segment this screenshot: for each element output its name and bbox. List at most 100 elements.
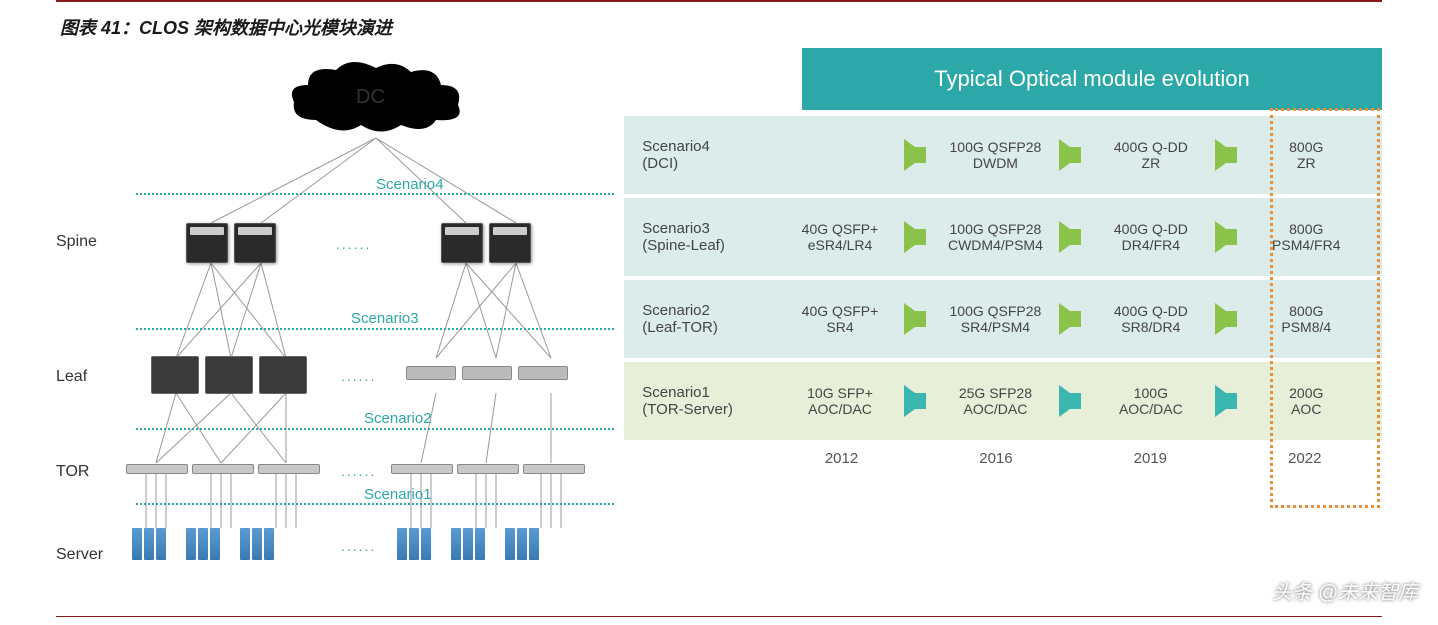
- cell-line1: 10G SFP+: [807, 385, 873, 401]
- cell-line2: ZR: [1083, 155, 1218, 171]
- cell-line2: SR4: [772, 319, 907, 335]
- arrow-icon: [1215, 385, 1237, 417]
- cell-line1: 100G QSFP28: [950, 139, 1042, 155]
- evolution-cell: 400G Q-DDSR8/DR4: [1083, 303, 1218, 335]
- arrow-icon: [1059, 385, 1081, 417]
- row-body: 40G QSFP+SR4 100G QSFP28SR4/PSM4 400G Q-DD…: [764, 280, 1382, 358]
- scenario4-label: Scenario4: [376, 176, 444, 193]
- evolution-table: Typical Optical module evolution Scenari…: [624, 48, 1382, 608]
- scenario1-label: Scenario1: [364, 486, 432, 503]
- ellipsis-4: ......: [341, 538, 376, 554]
- cell-line2: DR4/FR4: [1083, 237, 1218, 253]
- cell-line2: AOC/DAC: [772, 401, 907, 417]
- row-label-line2: (TOR-Server): [642, 401, 764, 418]
- cell-line1: 800G: [1289, 221, 1323, 237]
- row-label-line2: (Spine-Leaf): [642, 237, 764, 254]
- evolution-cell: 800GPSM8/4: [1239, 303, 1374, 335]
- year: 2016: [919, 450, 1073, 467]
- leaf-label: Leaf: [56, 368, 87, 386]
- cell-line2: AOC: [1239, 401, 1374, 417]
- row-label: Scenario1(TOR-Server): [624, 384, 764, 418]
- cell-line1: 400G Q-DD: [1114, 303, 1188, 319]
- arrow-icon: [1215, 221, 1237, 253]
- server-group-left: [131, 528, 275, 560]
- table-header: Typical Optical module evolution: [802, 48, 1382, 110]
- evolution-cell: 200GAOC: [1239, 385, 1374, 417]
- evolution-cell: 800GZR: [1239, 139, 1374, 171]
- cloud-label: DC: [356, 86, 385, 109]
- cell-line1: 25G SFP28: [959, 385, 1032, 401]
- spine-group-right: [441, 223, 531, 263]
- cell-line2: DWDM: [928, 155, 1063, 171]
- tor-group-left: [126, 464, 320, 474]
- server-group-right: [396, 528, 540, 560]
- divider-scenario4: [136, 193, 614, 195]
- row-label-line2: (DCI): [642, 155, 764, 172]
- row-body: 40G QSFP+eSR4/LR4 100G QSFP28CWDM4/PSM4 40…: [764, 198, 1382, 276]
- spine-label: Spine: [56, 233, 97, 251]
- cell-line2: ZR: [1239, 155, 1374, 171]
- server-label: Server: [56, 546, 103, 564]
- cell-line1: 400G Q-DD: [1114, 221, 1188, 237]
- evolution-cell: 400G Q-DDDR4/FR4: [1083, 221, 1218, 253]
- cell-line2: SR8/DR4: [1083, 319, 1218, 335]
- tor-group-right: [391, 464, 585, 474]
- arrow-icon: [1215, 139, 1237, 171]
- evolution-cell: 100GAOC/DAC: [1083, 385, 1218, 417]
- evolution-row: Scenario1(TOR-Server)10G SFP+AOC/DAC25G …: [624, 362, 1382, 440]
- row-label-line1: Scenario1: [642, 384, 710, 401]
- year: 2019: [1073, 450, 1227, 467]
- row-body: 100G QSFP28DWDM400G Q-DDZR800GZR: [764, 116, 1382, 194]
- title-rule: [56, 0, 1382, 2]
- row-label-line1: Scenario2: [642, 302, 710, 319]
- cell-line2: CWDM4/PSM4: [928, 237, 1063, 253]
- clos-diagram: DC Scenario4 Spine ......: [56, 48, 614, 608]
- cell-line2: eSR4/LR4: [772, 237, 907, 253]
- arrow-icon: [904, 385, 926, 417]
- cell-line1: 40G QSFP+: [802, 221, 879, 237]
- row-label-line1: Scenario4: [642, 138, 710, 155]
- row-label: Scenario4(DCI): [624, 138, 764, 172]
- arrow-icon: [1059, 139, 1081, 171]
- leaf-group-right: [406, 356, 568, 380]
- scenario3-label: Scenario3: [351, 310, 419, 327]
- arrow-icon: [1215, 303, 1237, 335]
- cell-line2: AOC/DAC: [1083, 401, 1218, 417]
- cell-line1: 100G QSFP28: [950, 303, 1042, 319]
- evolution-cell: 400G Q-DDZR: [1083, 139, 1218, 171]
- leaf-group-left: [151, 356, 307, 394]
- evolution-cell: 800GPSM4/FR4: [1239, 221, 1374, 253]
- divider-scenario1: [136, 503, 614, 505]
- evolution-cell: 10G SFP+AOC/DAC: [772, 385, 907, 417]
- arrow-icon: [1059, 221, 1081, 253]
- evolution-row: Scenario4(DCI)100G QSFP28DWDM400G Q-DDZR…: [624, 116, 1382, 194]
- evolution-cell: 100G QSFP28CWDM4/PSM4: [928, 221, 1063, 253]
- chart-title: 图表 41：CLOS 架构数据中心光模块演进: [0, 6, 1438, 48]
- bottom-rule: [56, 616, 1382, 617]
- main-container: DC Scenario4 Spine ......: [0, 48, 1438, 608]
- cell-line1: 200G: [1289, 385, 1323, 401]
- watermark: 头条 @未来智库: [1272, 576, 1418, 605]
- scenario2-label: Scenario2: [364, 410, 432, 427]
- cell-line2: AOC/DAC: [928, 401, 1063, 417]
- ellipsis: ......: [336, 236, 371, 252]
- arrow-icon: [1059, 303, 1081, 335]
- divider-scenario2: [136, 428, 614, 430]
- evolution-cell: 25G SFP28AOC/DAC: [928, 385, 1063, 417]
- evolution-row: Scenario3(Spine-Leaf) 40G QSFP+eSR4/LR4 10…: [624, 198, 1382, 276]
- row-label: Scenario3(Spine-Leaf): [624, 220, 764, 254]
- row-label: Scenario2(Leaf-TOR): [624, 302, 764, 336]
- evolution-cell: 100G QSFP28SR4/PSM4: [928, 303, 1063, 335]
- cell-line1: 400G Q-DD: [1114, 139, 1188, 155]
- tor-label: TOR: [56, 463, 89, 481]
- arrow-icon: [904, 139, 926, 171]
- evolution-cell: 100G QSFP28DWDM: [928, 139, 1063, 171]
- cell-line1: 40G QSFP+: [802, 303, 879, 319]
- row-label-line1: Scenario3: [642, 220, 710, 237]
- year: 2012: [764, 450, 918, 467]
- year: 2022: [1228, 450, 1382, 467]
- year-axis: 2012 2016 2019 2022: [764, 444, 1382, 467]
- cell-line1: 800G: [1289, 303, 1323, 319]
- spine-group-left: [186, 223, 276, 263]
- cell-line1: 100G: [1134, 385, 1168, 401]
